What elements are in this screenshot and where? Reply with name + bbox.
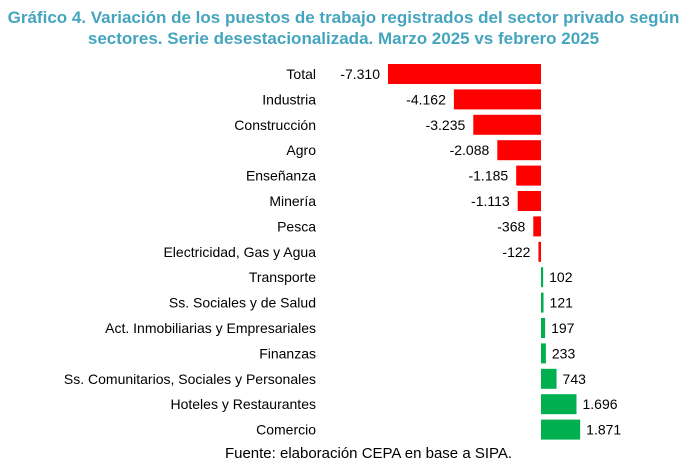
category-label: Hoteles y Restaurantes	[170, 396, 316, 412]
data-label: -4.162	[406, 91, 446, 107]
bar	[533, 216, 541, 237]
category-label: Comercio	[256, 422, 316, 438]
category-label: Minería	[269, 193, 316, 209]
data-label: -1.113	[471, 193, 510, 209]
data-label: 102	[549, 269, 573, 285]
bar	[538, 241, 541, 262]
source-note: Fuente: elaboración CEPA en base a SIPA.	[224, 445, 513, 462]
data-label: -3.235	[426, 117, 466, 133]
category-label: Pesca	[277, 218, 316, 234]
data-label: -368	[497, 218, 525, 234]
data-label: -7.310	[340, 66, 380, 82]
category-label: Agro	[286, 142, 316, 158]
bar	[497, 140, 541, 161]
data-label: 233	[552, 345, 576, 361]
data-label: 121	[550, 295, 574, 311]
bar	[453, 89, 541, 110]
bar	[388, 64, 541, 84]
chart-title: Gráfico 4. Variación de los puestos de t…	[7, 8, 680, 48]
category-label: Enseñanza	[246, 168, 316, 184]
bar	[541, 343, 546, 364]
category-label: Total	[286, 66, 316, 82]
data-label: 743	[563, 371, 587, 387]
category-label: Electricidad, Gas y Agua	[163, 244, 316, 260]
data-label: -1.185	[468, 168, 508, 184]
category-label: Industria	[262, 91, 316, 107]
bar	[473, 114, 541, 135]
bar	[517, 191, 541, 211]
data-label: 1.871	[586, 422, 621, 438]
category-label: Finanzas	[259, 345, 316, 361]
bar	[541, 318, 546, 338]
bar	[541, 394, 577, 415]
bar	[541, 368, 557, 389]
data-label: 197	[551, 320, 575, 336]
category-label: Ss. Sociales y de Salud	[169, 295, 316, 311]
category-label: Transporte	[249, 269, 316, 285]
data-label: 1.696	[582, 396, 617, 412]
category-label: Act. Inmobiliarias y Empresariales	[105, 320, 316, 336]
data-label: -2.088	[450, 142, 490, 158]
bar	[541, 292, 544, 313]
bar	[541, 419, 581, 440]
category-label: Ss. Comunitarios, Sociales y Personales	[64, 371, 316, 387]
category-label: Construcción	[234, 117, 316, 133]
bar	[541, 267, 544, 288]
bar	[516, 165, 541, 186]
data-label: -122	[502, 244, 530, 260]
